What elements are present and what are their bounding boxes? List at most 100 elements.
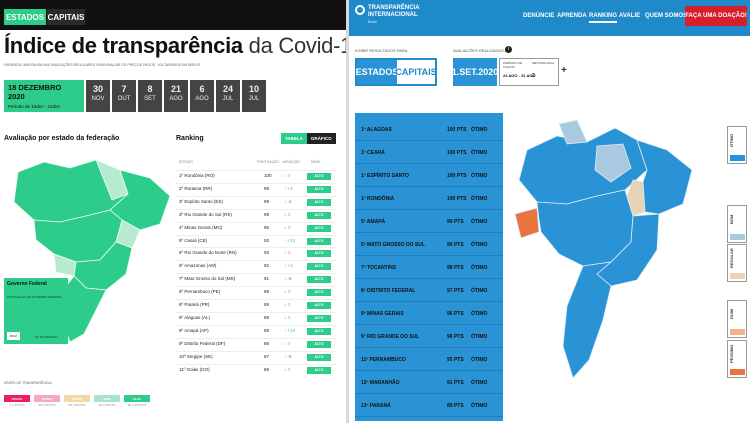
date-month: JUL — [248, 96, 260, 102]
logo-line-3: Brasil — [368, 20, 377, 24]
table-row[interactable]: 2º Roraima (RR) 99 ↑ +4 ALTO — [176, 182, 336, 195]
current-date-card[interactable]: 18 DEZEMBRO 2020 Período de 10dez - 21de… — [4, 80, 84, 112]
row-level-badge: ALTO — [307, 237, 331, 245]
nav-denuncie[interactable]: DENÚNCIE — [523, 13, 555, 19]
list-item[interactable]: 11º PERNAMBUCO 95 PTS ÓTIMO — [355, 349, 503, 371]
row-state: 9º MINAS GERAIS — [361, 311, 404, 317]
row-state: 7º TOCANTINS — [361, 265, 397, 271]
table-row[interactable]: 9º Distrito Federal (DF) 88 = 0 ALTO — [176, 337, 336, 350]
add-evaluation-icon[interactable]: + — [561, 65, 567, 76]
info-icon[interactable]: i — [505, 46, 512, 53]
table-row[interactable]: 1º Rondônia (RO) 100 = 0 ALTO — [176, 170, 336, 182]
date-button[interactable]: 6 AGO — [190, 80, 214, 112]
toggle-grafico[interactable]: GRÁFICO — [306, 133, 336, 144]
table-row[interactable]: 7º Mato Grosso do Sul (MS) 91 ↓ -8 ALTO — [176, 273, 336, 285]
tab-capitais[interactable]: CAPITAIS — [395, 60, 437, 84]
row-level: ÓTIMO — [471, 242, 488, 248]
legend-item: ALTO 80 a 100 PTS — [124, 395, 150, 407]
row-level-badge: ALTO — [307, 276, 331, 284]
table-row[interactable]: 3º Espírito Santo (ES) 99 ↓ -2 ALTO — [176, 195, 336, 208]
table-row[interactable]: 9º Amapá (AP) 88 ↑ +12 ALTO — [176, 324, 336, 337]
row-variation: = 0 — [284, 366, 291, 372]
table-row[interactable]: 5º Rio Grande do Norte (RN) 93 = 0 ALTO — [176, 247, 336, 259]
list-item[interactable]: 5º AMAPÁ 99 PTS ÓTIMO — [355, 211, 503, 233]
legend-swatch — [730, 369, 745, 375]
row-level: ÓTIMO — [471, 288, 488, 294]
tab-estados[interactable]: ESTADOS — [356, 60, 398, 84]
row-level: ÓTIMO — [471, 265, 488, 271]
row-score: 96 PTS — [447, 334, 464, 340]
list-item[interactable]: 1º ALAGOAS 100 PTS ÓTIMO — [355, 119, 503, 141]
ranking-heading: Ranking — [176, 135, 204, 142]
date-button[interactable]: 10 JUL — [242, 80, 266, 112]
table-row[interactable]: 6º Amazonas (AM) 92 ↑ +3 ALTO — [176, 260, 336, 272]
legend-item: ÓTIMO — [727, 126, 747, 164]
row-level: ÓTIMO — [471, 334, 488, 340]
table-row[interactable]: 8º Pernambuco (PE) 89 = 0 ALTO — [176, 286, 336, 298]
table-row[interactable]: 4º Minas Gerais (MG) 95 = 0 ALTO — [176, 221, 336, 234]
eval-label: AVALIAÇÕES REALIZADAS EM — [453, 48, 511, 53]
legend-item: BAIXO 20 a 39 PTS — [34, 395, 60, 407]
date-button[interactable]: 24 JUL — [216, 80, 240, 112]
row-state: 11º PERNAMBUCO — [361, 357, 406, 363]
brazil-map-blue[interactable] — [507, 110, 722, 420]
list-item[interactable]: 7º TOCANTINS 98 PTS ÓTIMO — [355, 257, 503, 279]
date-day: 6 — [199, 84, 205, 94]
table-row[interactable]: 10º Sergipe (SE) 87 ↓ -5 ALTO — [176, 350, 336, 363]
tab-estados[interactable]: ESTADOS — [4, 9, 46, 25]
list-item[interactable]: 1º RONDÔNIA 100 PTS ÓTIMO — [355, 188, 503, 210]
table-row[interactable]: 9º Alagoas (AL) 88 = 0 ALTO — [176, 311, 336, 324]
list-item[interactable]: 12º MARANHÃO 91 PTS ÓTIMO — [355, 372, 503, 394]
row-state: 5º MATO GROSSO DO SUL — [361, 242, 425, 248]
selected-evaluation[interactable]: 1.SET.2020 — [452, 58, 498, 86]
ranking-table-header: ESTADO PONTUAÇÃO VARIAÇÃO NÍVEL — [176, 160, 346, 168]
list-item[interactable]: 1º CEARÁ 100 PTS ÓTIMO — [355, 142, 503, 164]
row-state: 3º Espírito Santo (ES) — [179, 198, 223, 204]
federal-government-card[interactable]: Governo Federal PONTUAÇÃO DO GOVERNO FED… — [4, 278, 68, 344]
row-state: 5º AMAPÁ — [361, 219, 386, 225]
table-row[interactable]: 8º Paraná (PR) 89 = 0 ALTO — [176, 299, 336, 311]
nav-quem-somos[interactable]: QUEM SOMOS — [645, 13, 688, 19]
date-day: 10 — [248, 84, 259, 94]
row-score: 91 — [264, 276, 270, 282]
list-item[interactable]: 9º RIO GRANDE DO SUL 96 PTS ÓTIMO — [355, 326, 503, 348]
toggle-tabela[interactable]: TABELA — [281, 133, 307, 144]
table-row[interactable]: 11º Goiás (GO) 86 = 0 ALTO — [176, 363, 336, 376]
row-variation: = 0 — [284, 173, 291, 178]
list-item[interactable]: 1º ESPÍRITO SANTO 100 PTS ÓTIMO — [355, 165, 503, 187]
legend-swatch: MÉDIO — [64, 395, 90, 402]
map-region-pessimo — [514, 207, 540, 239]
legend-swatch: ALTO — [124, 395, 150, 402]
date-button[interactable]: 7 OUT — [112, 80, 136, 112]
brazil-map-green[interactable] — [0, 150, 175, 360]
list-item[interactable]: 8º DISTRITO FEDERAL 97 PTS ÓTIMO — [355, 280, 503, 302]
nav-avalie[interactable]: AVALIE — [619, 13, 641, 19]
row-state: 9º Distrito Federal (DF) — [179, 340, 226, 346]
row-score: 98 — [264, 211, 270, 217]
col-variacao: VARIAÇÃO — [282, 160, 300, 164]
col-nivel: NÍVEL — [311, 160, 322, 164]
nav-ranking[interactable]: RANKING — [589, 13, 617, 23]
table-row[interactable]: 3º Rio Grande do Sul (RS) 98 = 0 ALTO — [176, 208, 336, 221]
legend-label: ÓTIMO — [729, 133, 734, 147]
gov-badge: BOM — [7, 332, 20, 340]
list-item[interactable]: 13º PARANÁ 89 PTS ÓTIMO — [355, 395, 503, 417]
list-item[interactable]: 5º MATO GROSSO DO SUL 99 PTS ÓTIMO — [355, 234, 503, 256]
row-state: 5º Rio Grande do Norte (RN) — [179, 250, 237, 256]
date-button[interactable]: 30 NOV — [86, 80, 110, 112]
date-button[interactable]: 21 AGO — [164, 80, 188, 112]
tab-capitais[interactable]: CAPITAIS — [47, 9, 85, 25]
nav-aprenda[interactable]: APRENDA — [557, 13, 587, 19]
donate-button[interactable]: FAÇA UMA DOAÇÃO! — [685, 6, 747, 26]
list-item[interactable]: 9º MINAS GERAIS 96 PTS ÓTIMO — [355, 303, 503, 325]
row-score: 97 PTS — [447, 288, 464, 294]
row-variation: = 0 — [284, 211, 291, 217]
row-score: 98 PTS — [447, 265, 464, 271]
row-variation: ↑ +4 — [284, 185, 293, 191]
row-state: 13º PARANÁ — [361, 403, 391, 409]
row-score: 100 PTS — [447, 173, 467, 179]
covid-transparency-panel: ESTADOS CAPITAIS Índice de transparência… — [0, 0, 346, 423]
table-row[interactable]: 5º Ceará (CE) 93 ↑ +12 ALTO — [176, 234, 336, 247]
date-button[interactable]: 8 SET — [138, 80, 162, 112]
row-level-badge: ALTO — [307, 198, 331, 206]
